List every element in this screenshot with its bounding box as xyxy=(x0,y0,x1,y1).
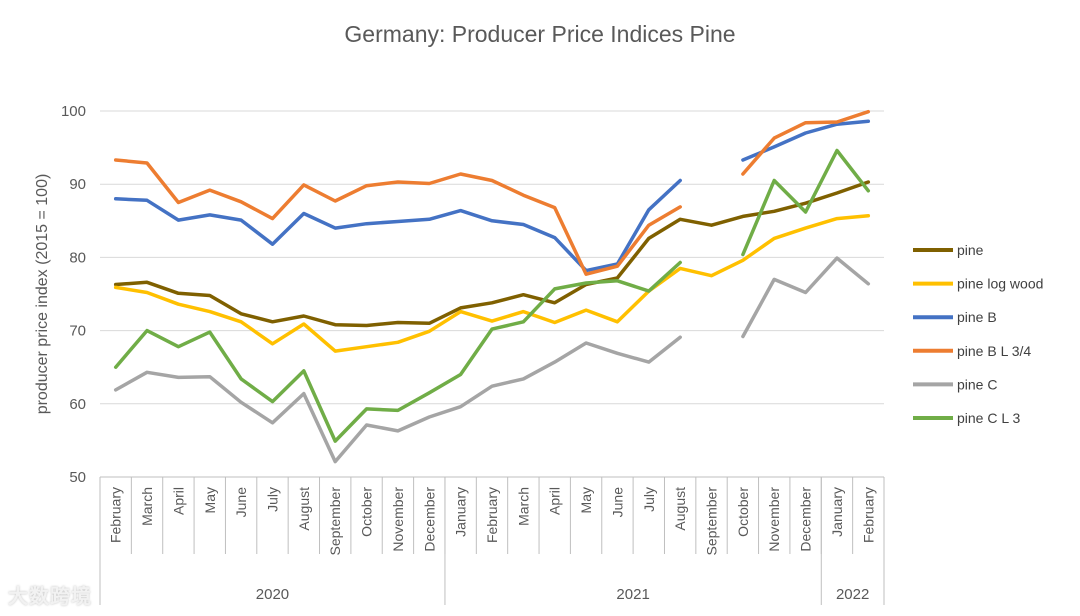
x-tick-label: September xyxy=(704,487,720,556)
series-line-segment xyxy=(741,256,871,339)
year-label: 2021 xyxy=(616,586,649,603)
y-tick-label: 50 xyxy=(69,469,86,486)
year-label: 2020 xyxy=(256,586,289,603)
x-tick-label: October xyxy=(359,487,375,537)
x-tick-label: November xyxy=(766,487,782,552)
x-tick-label: February xyxy=(484,487,500,543)
series-line-segment xyxy=(113,335,682,464)
x-tick-label: October xyxy=(735,487,751,537)
y-tick-label: 70 xyxy=(69,323,86,340)
year-label: 2022 xyxy=(836,586,869,603)
series-line-segment xyxy=(113,260,682,443)
x-tick-label: September xyxy=(327,487,343,556)
y-axis-label: producer price index (2015 = 100) xyxy=(34,174,51,415)
axes: 50 60 70 80 90 100 February March April May June Ju… xyxy=(61,103,885,605)
legend-label: pine B xyxy=(957,309,997,325)
series-line-segment xyxy=(113,180,871,328)
x-tick-label: May xyxy=(578,487,594,513)
legend-label: pine log wood xyxy=(957,276,1043,292)
y-tick-label: 100 xyxy=(61,103,86,120)
x-tick-label: November xyxy=(390,487,406,552)
series-pine xyxy=(113,180,871,328)
x-tick-label: April xyxy=(547,487,563,515)
x-tick-label: January xyxy=(453,487,469,537)
x-tick-label: January xyxy=(829,487,845,537)
watermark-logo: 大数跨境 xyxy=(8,586,92,608)
legend-label: pine C xyxy=(957,376,997,392)
series-pine-b-l-3-4 xyxy=(113,109,871,276)
chart-title: Germany: Producer Price Indices Pine xyxy=(344,21,735,47)
y-tick-label: 90 xyxy=(69,176,86,193)
series-pine-c-l-3 xyxy=(113,148,871,443)
legend: pine pine log wood pine B pine B L 3/4 pine … xyxy=(913,242,1043,426)
x-tick-label: December xyxy=(421,487,437,552)
series-line-segment xyxy=(113,213,871,353)
x-tick-label: February xyxy=(108,487,124,543)
x-tick-label: December xyxy=(798,487,814,552)
x-tick-label: March xyxy=(139,487,155,526)
y-tick-label: 80 xyxy=(69,249,86,266)
y-tick-label: 60 xyxy=(69,396,86,413)
series-pine-c xyxy=(113,256,871,464)
x-tick-label: May xyxy=(202,487,218,513)
series-line-segment xyxy=(741,148,871,257)
x-tick-label: March xyxy=(515,487,531,526)
x-tick-label: July xyxy=(264,487,280,512)
x-tick-label: August xyxy=(296,487,312,531)
series-line-segment xyxy=(113,158,682,276)
gridlines xyxy=(100,110,884,405)
legend-label: pine xyxy=(957,242,984,258)
series-line-segment xyxy=(741,109,871,176)
x-tick-label: August xyxy=(672,487,688,531)
series-pine-log-wood xyxy=(113,213,871,353)
series-lines xyxy=(113,109,871,464)
x-tick-label: June xyxy=(233,487,249,518)
legend-label: pine B L 3/4 xyxy=(957,343,1031,359)
x-tick-label: July xyxy=(641,487,657,512)
x-tick-label: April xyxy=(170,487,186,515)
legend-label: pine C L 3 xyxy=(957,410,1021,426)
x-tick-label: February xyxy=(860,487,876,543)
x-tick-label: June xyxy=(609,487,625,518)
